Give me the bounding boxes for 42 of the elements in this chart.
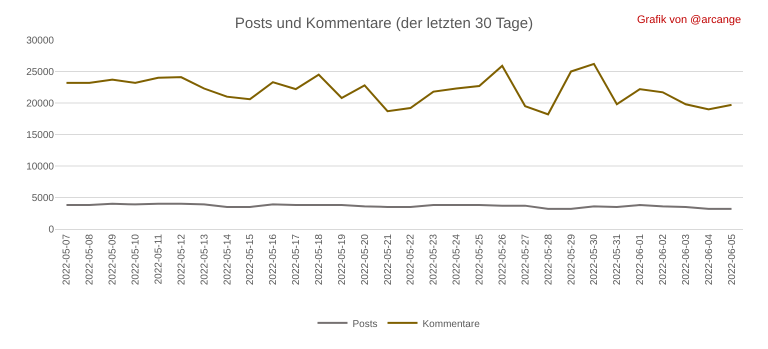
x-tick-label: 2022-05-15 bbox=[245, 234, 256, 286]
x-tick-label: 2022-06-05 bbox=[726, 234, 738, 286]
y-tick-label: 10000 bbox=[26, 162, 54, 172]
x-tick-label: 2022-05-26 bbox=[497, 234, 508, 286]
x-tick-label: 2022-05-27 bbox=[520, 234, 532, 286]
y-tick-label: 25000 bbox=[26, 67, 54, 78]
legend-label: Posts bbox=[352, 318, 378, 330]
x-tick-label: 2022-05-29 bbox=[566, 234, 578, 286]
x-tick-label: 2022-05-31 bbox=[612, 234, 624, 286]
x-tick-label: 2022-06-04 bbox=[704, 234, 715, 286]
x-tick-label: 2022-05-11 bbox=[153, 234, 164, 284]
x-tick-label: 2022-05-19 bbox=[336, 234, 348, 286]
x-tick-label: 2022-05-12 bbox=[176, 234, 188, 286]
y-tick-label: 5000 bbox=[32, 193, 54, 204]
x-tick-label: 2022-05-09 bbox=[108, 234, 119, 286]
x-tick-label: 2022-05-25 bbox=[474, 234, 486, 286]
x-tick-label: 2022-05-16 bbox=[268, 234, 280, 286]
x-tick-label: 2022-05-23 bbox=[428, 234, 440, 286]
x-tick-label: 2022-05-28 bbox=[543, 234, 554, 286]
x-tick-label: 2022-05-21 bbox=[382, 234, 394, 286]
chart-title: Posts und Kommentare (der letzten 30 Tage) bbox=[234, 14, 534, 32]
x-tick-label: 2022-06-03 bbox=[680, 234, 692, 286]
x-tick-label: 2022-05-18 bbox=[314, 234, 325, 286]
y-tick-label: 0 bbox=[48, 224, 54, 236]
x-tick-label: 2022-05-22 bbox=[406, 234, 417, 286]
x-tick-label: 2022-05-17 bbox=[291, 234, 302, 286]
y-tick-label: 15000 bbox=[26, 130, 54, 141]
y-tick-label: 30000 bbox=[26, 36, 54, 46]
x-tick-label: 2022-06-01 bbox=[635, 234, 646, 286]
x-tick-label: 2022-05-13 bbox=[199, 234, 210, 286]
x-tick-label: 2022-05-20 bbox=[360, 234, 371, 286]
legend-label: Kommentare bbox=[422, 318, 480, 330]
text: Grafik von @arcange bbox=[637, 14, 742, 26]
x-tick-label: 2022-05-08 bbox=[84, 234, 96, 286]
x-tick-label: 2022-05-07 bbox=[62, 234, 73, 286]
line-series bbox=[65, 62, 733, 116]
x-tick-label: 2022-05-30 bbox=[589, 234, 600, 286]
x-tick-label: 2022-05-24 bbox=[452, 234, 463, 286]
y-tick-label: 20000 bbox=[26, 98, 54, 110]
x-tick-label: 2022-05-14 bbox=[222, 234, 234, 286]
x-tick-label: 2022-05-10 bbox=[130, 234, 142, 286]
x-tick-label: 2022-06-02 bbox=[658, 234, 669, 286]
